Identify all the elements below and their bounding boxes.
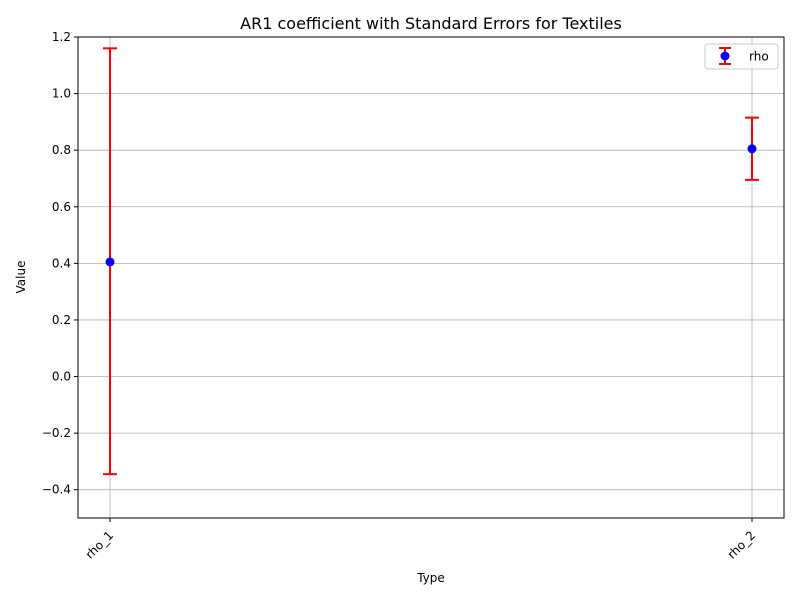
y-tick-label: 0.8 <box>52 143 71 157</box>
plot-frame <box>77 36 785 519</box>
y-tick-label: −0.4 <box>42 483 71 497</box>
legend-marker <box>720 51 730 61</box>
data-point <box>747 144 757 154</box>
y-tick-label: 1.2 <box>52 30 71 44</box>
legend-frame <box>704 43 779 70</box>
legend: rho <box>704 43 779 70</box>
y-axis-ticks: −0.4 −0.2 0.0 0.2 0.4 0.6 0.8 1.0 1.2 <box>42 30 78 497</box>
chart-title: AR1 coefficient with Standard Errors for… <box>240 14 622 33</box>
x-axis-ticks: rho_1 rho_2 <box>83 518 758 562</box>
x-tick-label: rho_1 <box>83 528 116 561</box>
data-point <box>105 257 115 267</box>
y-tick-label: 0.4 <box>52 256 71 270</box>
y-tick-label: 0.0 <box>52 370 71 384</box>
y-tick-label: 0.6 <box>52 200 71 214</box>
x-tick-label: rho_2 <box>725 528 758 561</box>
grid <box>78 36 784 518</box>
y-tick-label: 1.0 <box>52 87 71 101</box>
y-tick-label: −0.2 <box>42 426 71 440</box>
data-marks <box>103 47 759 476</box>
y-axis-label: Value <box>14 261 28 294</box>
legend-label: rho <box>749 50 769 64</box>
x-axis-label: Type <box>416 571 445 585</box>
y-tick-label: 0.2 <box>52 313 71 327</box>
